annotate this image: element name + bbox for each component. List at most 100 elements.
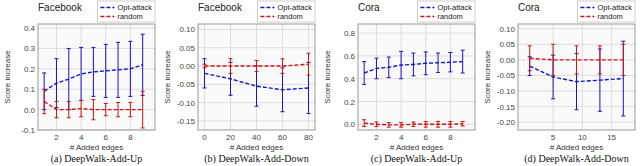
error-bar-cap xyxy=(116,102,120,103)
series xyxy=(362,50,465,84)
grid-line xyxy=(425,24,426,130)
error-bar-cap xyxy=(374,78,378,79)
error-bar-line xyxy=(142,91,143,128)
error-bar-cap xyxy=(116,97,120,98)
tick-label: 2 xyxy=(374,133,379,142)
error-bar-cap xyxy=(42,89,46,90)
error-bar-cap xyxy=(461,50,465,51)
grid-line xyxy=(518,44,635,45)
series-line xyxy=(205,73,309,89)
error-bar-cap xyxy=(203,64,207,65)
error-bar-cap xyxy=(551,44,555,45)
error-bar-cap xyxy=(67,101,71,102)
grid-line xyxy=(358,101,475,102)
error-bar-cap xyxy=(42,72,46,73)
error-bar-cap xyxy=(128,116,132,117)
legend-item: Opt-attack xyxy=(580,3,632,12)
error-bar-cap xyxy=(424,127,428,128)
error-bar-line xyxy=(118,102,119,116)
error-bar-cap xyxy=(128,96,132,97)
error-bar-cap xyxy=(104,115,108,116)
legend-label: random xyxy=(597,12,622,21)
error-bar-cap xyxy=(362,119,366,120)
error-bar-cap xyxy=(281,111,285,112)
error-bar-cap xyxy=(399,122,403,123)
series-line xyxy=(530,58,624,60)
legend-label: Opt-attack xyxy=(597,3,632,12)
tick-label: 6 xyxy=(104,133,109,142)
tick-label: 40 xyxy=(252,133,261,142)
error-bar-cap xyxy=(575,109,579,110)
legend-label: random xyxy=(277,12,302,21)
error-bar-cap xyxy=(128,102,132,103)
series-line xyxy=(44,101,143,109)
tick-label: -0.10 xyxy=(177,99,196,108)
error-bar-cap xyxy=(461,73,465,74)
error-bar-cap xyxy=(399,127,403,128)
error-bar-cap xyxy=(399,51,403,52)
error-bar-cap xyxy=(79,116,83,117)
error-bar-cap xyxy=(621,41,625,42)
error-bar-cap xyxy=(621,44,625,45)
error-bar-cap xyxy=(436,121,440,122)
legend-swatch xyxy=(100,7,114,8)
error-bar xyxy=(621,41,625,116)
series xyxy=(203,59,311,114)
legend-label: Opt-attack xyxy=(277,3,312,12)
error-bar-cap xyxy=(436,72,440,73)
x-axis-label: # Added edges xyxy=(230,143,283,152)
legend-item: random xyxy=(260,12,302,21)
error-bar-cap xyxy=(528,45,532,46)
error-bar-cap xyxy=(448,71,452,72)
error-bar-cap xyxy=(551,75,555,76)
legend-label: random xyxy=(117,12,142,21)
error-bar-cap xyxy=(448,127,452,128)
legend-label: random xyxy=(437,12,462,21)
tick-label: 80 xyxy=(304,133,313,142)
grid-line xyxy=(518,28,635,29)
title: Cora xyxy=(518,2,540,13)
y-axis-label: Score increase xyxy=(323,50,332,104)
data-group xyxy=(203,53,311,113)
tick-label: 0.3 xyxy=(24,44,36,53)
error-bar-cap xyxy=(387,127,391,128)
error-bar-cap xyxy=(528,75,532,76)
legend-swatch xyxy=(420,7,434,8)
tick-label: 5 xyxy=(551,133,556,142)
error-bar-cap xyxy=(598,45,602,46)
legend-item: random xyxy=(420,12,462,21)
error-bar-cap xyxy=(116,116,120,117)
grid-line xyxy=(376,24,377,130)
error-bar-cap xyxy=(104,103,108,104)
error-bar-cap xyxy=(598,111,602,112)
plot-frame xyxy=(38,24,155,130)
grid-line xyxy=(81,24,82,130)
legend-frame xyxy=(417,1,475,22)
legend-frame xyxy=(257,1,315,22)
tick-label: 0.10 xyxy=(499,25,515,34)
error-bar-cap xyxy=(424,74,428,75)
x-axis-label: # Added edges xyxy=(550,143,603,152)
tick-label: 0.1 xyxy=(24,85,36,94)
x-axis-label: # Added edges xyxy=(70,143,123,152)
error-bar-cap xyxy=(621,75,625,76)
legend-frame xyxy=(577,1,635,22)
error-bar-cap xyxy=(116,42,120,43)
legend-item: Opt-attack xyxy=(100,3,152,12)
series xyxy=(528,44,626,75)
tick-label: 0.8 xyxy=(344,29,356,38)
error-bar-cap xyxy=(411,53,415,54)
error-bar-cap xyxy=(91,99,95,100)
error-bar-cap xyxy=(621,115,625,116)
error-bar-cap xyxy=(104,44,108,45)
tick-label: 0 xyxy=(202,133,207,142)
legend-item: Opt-attack xyxy=(420,3,472,12)
legend-swatch xyxy=(420,16,434,17)
plot-area xyxy=(38,24,155,130)
error-bar-cap xyxy=(374,126,378,127)
error-bar-cap xyxy=(54,117,58,118)
error-bar-cap xyxy=(575,73,579,74)
tick-label: 8 xyxy=(448,133,453,142)
legend: Opt-attackrandom xyxy=(577,1,635,22)
error-bar-cap xyxy=(448,52,452,53)
